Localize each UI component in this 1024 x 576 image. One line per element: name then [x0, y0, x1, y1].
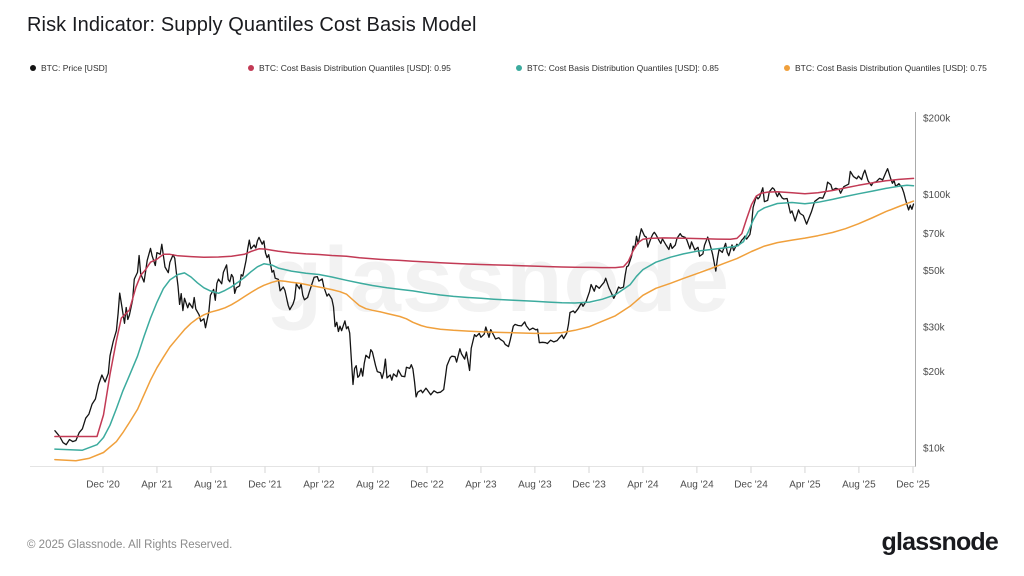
legend-item-label: BTC: Cost Basis Distribution Quantiles [… [259, 63, 451, 73]
chart-legend: BTC: Price [USD] BTC: Cost Basis Distribu… [0, 62, 1024, 76]
x-tick-label: Apr '21 [141, 480, 173, 491]
legend-item-label: BTC: Cost Basis Distribution Quantiles [… [527, 63, 719, 73]
x-tick-label: Dec '21 [248, 480, 282, 491]
y-tick-label: $20k [923, 367, 946, 378]
x-tick-label: Aug '23 [518, 480, 552, 491]
series-line-1 [54, 177, 915, 438]
glassnode-logo: glassnode [881, 528, 999, 556]
legend-dot-icon [516, 65, 522, 71]
legend-item-3[interactable]: BTC: Cost Basis Distribution Quantiles [… [784, 62, 987, 74]
legend-dot-icon [248, 65, 254, 71]
series-line-0 [54, 168, 915, 446]
x-tick-label: Aug '24 [680, 480, 714, 491]
x-tick-label: Apr '22 [303, 480, 335, 491]
x-tick-label: Aug '25 [842, 480, 876, 491]
y-tick-label: $30k [923, 322, 946, 333]
legend-item-1[interactable]: BTC: Cost Basis Distribution Quantiles [… [248, 62, 451, 74]
y-tick-label: $70k [923, 229, 946, 240]
legend-item-label: BTC: Cost Basis Distribution Quantiles [… [795, 63, 987, 73]
x-tick-label: Apr '23 [465, 480, 497, 491]
x-tick-label: Dec '25 [896, 480, 930, 491]
legend-item-label: BTC: Price [USD] [41, 63, 108, 73]
x-tick-label: Apr '24 [627, 480, 659, 491]
y-tick-label: $50k [923, 266, 946, 277]
x-tick-label: Dec '20 [86, 480, 120, 491]
page-title: Risk Indicator: Supply Quantiles Cost Ba… [27, 14, 477, 36]
legend-dot-icon [784, 65, 790, 71]
legend-item-0[interactable]: BTC: Price [USD] [30, 62, 107, 74]
y-tick-label: $10k [923, 444, 946, 455]
legend-item-2[interactable]: BTC: Cost Basis Distribution Quantiles [… [516, 62, 719, 74]
x-tick-label: Apr '25 [789, 480, 821, 491]
x-tick-label: Aug '22 [356, 480, 390, 491]
x-tick-label: Dec '23 [572, 480, 606, 491]
y-tick-label: $200k [923, 113, 951, 124]
copyright-text: © 2025 Glassnode. All Rights Reserved. [27, 539, 233, 551]
series-line-2 [54, 184, 915, 451]
legend-dot-icon [30, 65, 36, 71]
series-line-3 [54, 200, 915, 462]
y-tick-label: $100k [923, 190, 951, 201]
x-tick-label: Dec '22 [410, 480, 444, 491]
x-tick-label: Dec '24 [734, 480, 768, 491]
x-tick-label: Aug '21 [194, 480, 228, 491]
